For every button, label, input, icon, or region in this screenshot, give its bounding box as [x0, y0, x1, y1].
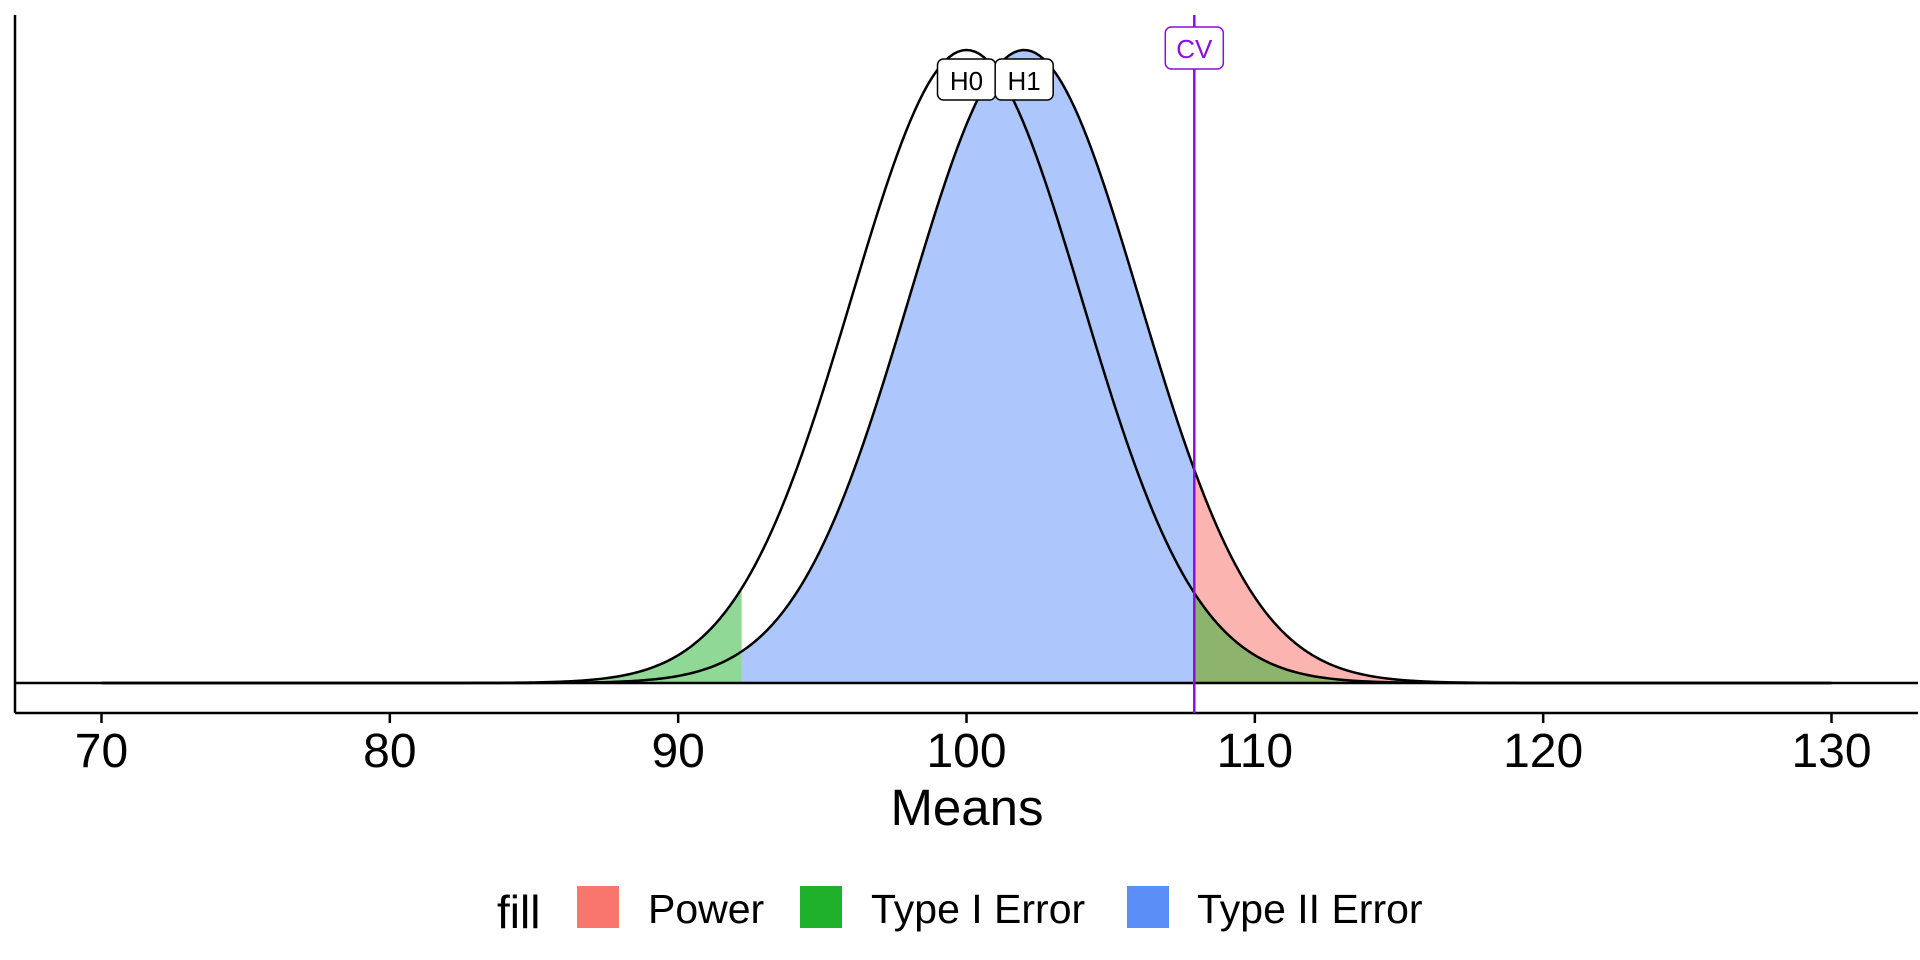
label-box-h1 — [994, 58, 1054, 101]
legend-title: fill — [497, 886, 540, 938]
x-tick-label-130: 130 — [1791, 725, 1871, 778]
legend-swatch-type-i-error — [800, 886, 842, 928]
legend-swatch-power — [577, 886, 619, 928]
x-tick-label-80: 80 — [363, 725, 416, 778]
power-area — [1194, 469, 1832, 683]
type-ii-error-area — [741, 50, 1195, 683]
x-tick-label-70: 70 — [75, 725, 128, 778]
x-tick-label-90: 90 — [651, 725, 704, 778]
label-text-h0: H0 — [950, 66, 983, 96]
legend-label-power: Power — [648, 886, 764, 932]
type-i-error-area-right — [1194, 592, 1832, 683]
x-tick-label-120: 120 — [1503, 725, 1583, 778]
cv-label: CV — [1164, 26, 1225, 70]
label-text-h1: H1 — [1008, 66, 1041, 96]
x-axis-title: Means — [890, 779, 1043, 836]
plot-area: CV H0 H1 — [13, 15, 1918, 715]
cv-label-text: CV — [1176, 34, 1213, 64]
type-i-error-area-left — [101, 588, 742, 683]
cv-label-box — [1164, 26, 1225, 70]
legend-swatch-type-ii-error — [1127, 886, 1169, 928]
legend: fill Power Type I Error Type II Error — [497, 886, 1423, 938]
legend-label-type-i-error: Type I Error — [871, 886, 1085, 932]
label-h1: H1 — [994, 58, 1054, 101]
legend-label-type-ii-error: Type II Error — [1197, 886, 1423, 932]
x-axis: 70 80 90 100 110 120 130 — [75, 713, 1872, 778]
x-tick-label-110: 110 — [1217, 725, 1294, 778]
label-h0: H0 — [936, 58, 997, 101]
x-tick-label-100: 100 — [926, 725, 1006, 778]
